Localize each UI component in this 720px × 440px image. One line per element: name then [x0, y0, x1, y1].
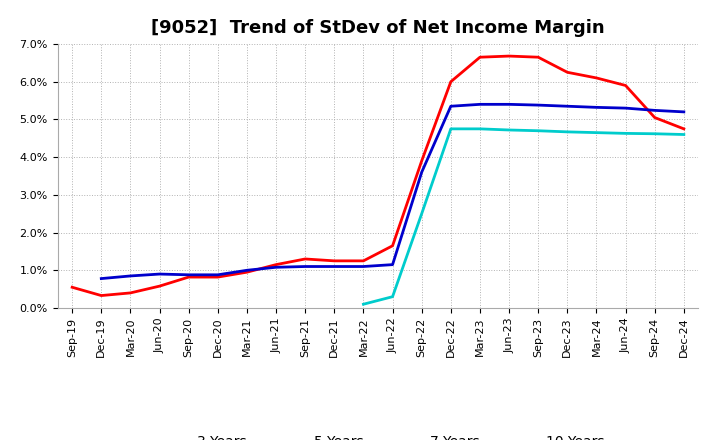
5 Years [621, 106, 630, 111]
5 Years [563, 103, 572, 109]
3 Years [243, 270, 251, 275]
5 Years [592, 105, 600, 110]
5 Years [184, 272, 193, 278]
5 Years [213, 272, 222, 278]
3 Years [418, 158, 426, 164]
3 Years [388, 243, 397, 249]
3 Years [301, 257, 310, 262]
5 Years [271, 264, 280, 270]
5 Years [330, 264, 338, 269]
Line: 3 Years: 3 Years [72, 56, 684, 296]
3 Years [271, 262, 280, 267]
3 Years [592, 75, 600, 81]
7 Years [621, 131, 630, 136]
5 Years [505, 102, 513, 107]
3 Years [97, 293, 106, 298]
7 Years [592, 130, 600, 135]
5 Years [418, 169, 426, 175]
3 Years [184, 275, 193, 280]
5 Years [97, 276, 106, 281]
7 Years [359, 301, 368, 307]
5 Years [680, 109, 688, 114]
5 Years [126, 273, 135, 279]
3 Years [621, 83, 630, 88]
Line: 5 Years: 5 Years [102, 104, 684, 279]
5 Years [476, 102, 485, 107]
3 Years [446, 79, 455, 84]
3 Years [330, 258, 338, 264]
3 Years [534, 55, 543, 60]
3 Years [126, 290, 135, 296]
7 Years [680, 132, 688, 137]
Title: [9052]  Trend of StDev of Net Income Margin: [9052] Trend of StDev of Net Income Marg… [151, 19, 605, 37]
3 Years [213, 275, 222, 280]
7 Years [418, 211, 426, 216]
5 Years [243, 268, 251, 273]
5 Years [388, 262, 397, 267]
7 Years [446, 126, 455, 132]
Line: 7 Years: 7 Years [364, 129, 684, 304]
7 Years [388, 294, 397, 299]
5 Years [359, 264, 368, 269]
5 Years [301, 264, 310, 269]
3 Years [650, 115, 659, 120]
Legend: 3 Years, 5 Years, 7 Years, 10 Years: 3 Years, 5 Years, 7 Years, 10 Years [146, 429, 610, 440]
3 Years [476, 55, 485, 60]
7 Years [563, 129, 572, 135]
3 Years [505, 53, 513, 59]
5 Years [650, 108, 659, 113]
3 Years [680, 126, 688, 132]
5 Years [446, 103, 455, 109]
3 Years [156, 283, 164, 289]
3 Years [359, 258, 368, 264]
7 Years [534, 128, 543, 133]
5 Years [156, 271, 164, 277]
5 Years [534, 103, 543, 108]
7 Years [505, 127, 513, 132]
3 Years [68, 285, 76, 290]
7 Years [650, 131, 659, 136]
7 Years [476, 126, 485, 132]
3 Years [563, 70, 572, 75]
